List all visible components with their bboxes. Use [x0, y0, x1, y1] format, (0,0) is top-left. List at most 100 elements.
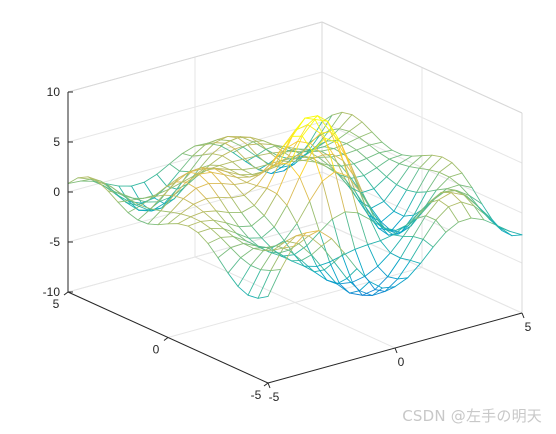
mesh-segment: [235, 232, 247, 242]
surface-mesh: [67, 111, 523, 299]
mesh-segment: [306, 231, 321, 247]
mesh-segment: [338, 114, 353, 130]
mesh-segment: [237, 137, 249, 146]
mesh-segment: [215, 210, 230, 214]
mesh-segment: [97, 181, 109, 192]
mesh-segment: [278, 249, 290, 254]
mesh-segment: [198, 173, 210, 184]
mesh-segment: [197, 232, 209, 244]
mesh-segment: [343, 252, 358, 270]
mesh-segment: [287, 140, 299, 158]
mesh-segment: [396, 166, 410, 186]
mesh-segment: [456, 190, 470, 196]
mesh-segment: [460, 201, 475, 207]
mesh-segment: [271, 240, 285, 249]
mesh-segment: [309, 132, 321, 144]
mesh-segment: [338, 128, 350, 132]
mesh-segment: [319, 231, 331, 263]
z-tick-label: -5: [49, 235, 60, 249]
mesh-segment: [205, 198, 217, 212]
mesh-segment: [67, 177, 79, 184]
mesh-segment: [205, 196, 220, 200]
mesh-segment: [422, 238, 434, 248]
mesh-segment: [448, 201, 462, 208]
mesh-segment: [353, 157, 368, 165]
mesh-segment: [384, 278, 399, 292]
mesh-segment: [357, 212, 371, 221]
mesh-segment: [305, 156, 317, 163]
mesh-segment: [384, 286, 396, 292]
mesh-segment: [339, 281, 353, 285]
grid-line: [167, 267, 423, 338]
mesh-segment: [408, 166, 420, 169]
mesh-segment: [236, 177, 248, 183]
mesh-segment: [192, 203, 204, 213]
mesh-segment: [117, 199, 132, 203]
mesh-segment: [160, 195, 174, 212]
mesh-segment: [383, 200, 395, 212]
mesh-segment: [295, 232, 307, 237]
mesh-segment: [313, 146, 325, 150]
mesh-segment: [226, 171, 238, 178]
mesh-segment: [436, 176, 450, 191]
mesh-segment: [422, 219, 437, 240]
mesh-segment: [377, 252, 391, 267]
mesh-segment: [342, 160, 354, 176]
mesh-segment: [321, 180, 333, 220]
mesh-segment: [325, 165, 339, 175]
mesh-segment: [280, 245, 294, 270]
mesh-segment: [333, 252, 345, 263]
mesh-segment: [416, 169, 430, 193]
mesh-segment: [142, 194, 157, 199]
mesh-segment: [387, 276, 399, 280]
mesh-segment: [251, 225, 262, 239]
mesh-segment: [348, 121, 363, 132]
mesh-segment: [181, 153, 193, 157]
mesh-segment: [309, 142, 324, 156]
mesh-segment: [458, 184, 473, 189]
mesh-segment: [289, 163, 301, 178]
mesh-segment: [232, 146, 244, 154]
mesh-segment: [172, 181, 187, 196]
mesh-segment: [220, 237, 232, 249]
mesh-segment: [501, 230, 513, 237]
mesh-segment: [263, 193, 278, 217]
mesh-segment: [322, 154, 337, 173]
mesh-segment: [291, 260, 305, 267]
mesh-segment: [169, 163, 181, 172]
mesh-segment: [324, 137, 339, 144]
mesh-segment: [217, 136, 229, 141]
mesh-segment: [358, 131, 373, 138]
mesh-segment: [418, 154, 433, 169]
mesh-segment: [308, 235, 322, 247]
mesh-segment: [179, 155, 193, 172]
mesh-segment: [311, 245, 322, 256]
mesh-segment: [339, 283, 351, 294]
mesh-segment: [320, 148, 335, 152]
mesh-segment: [273, 204, 288, 228]
mesh-segment: [403, 191, 418, 217]
mesh-segment: [115, 193, 130, 202]
mesh-segment: [288, 243, 300, 251]
mesh-segment: [371, 287, 383, 296]
mesh-segment: [265, 145, 277, 150]
mesh-segment: [406, 167, 420, 191]
grid-line: [67, 221, 323, 293]
mesh-segment: [231, 161, 243, 171]
mesh-segment: [357, 212, 369, 246]
mesh-segment: [408, 155, 423, 168]
mesh-segment: [179, 170, 191, 173]
mesh-segment: [270, 247, 284, 271]
mesh-segment: [399, 257, 411, 261]
mesh-segment: [299, 176, 311, 202]
mesh-segment: [223, 174, 238, 178]
mesh-segment: [107, 190, 119, 203]
mesh-segment: [364, 265, 379, 277]
mesh-segment: [319, 218, 333, 233]
mesh-segment: [137, 208, 152, 221]
mesh-segment: [246, 182, 258, 187]
mesh-segment: [347, 175, 361, 193]
mesh-segment: [415, 215, 427, 220]
mesh-segment: [336, 139, 348, 145]
mesh-segment: [147, 223, 159, 226]
